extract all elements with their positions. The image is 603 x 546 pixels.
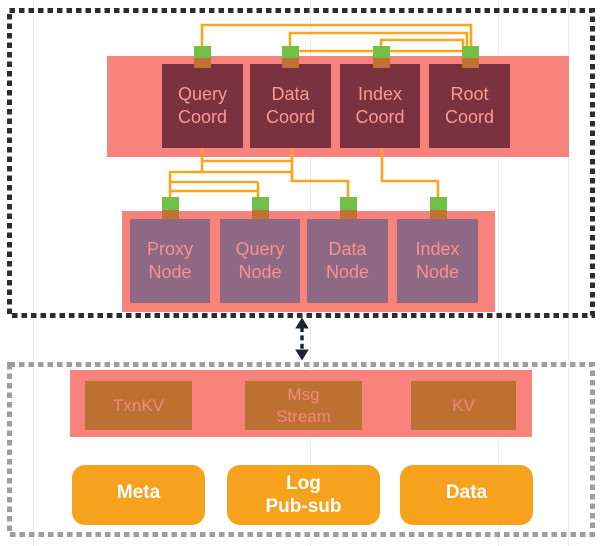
log-pubsub-label: Log Pub-sub	[265, 473, 342, 517]
msg-stream-box: Msg Stream	[245, 381, 362, 430]
txnkv-label: TxnKV	[112, 395, 165, 415]
wire-index-coord-to-index-node	[380, 148, 440, 198]
port-green	[161, 197, 179, 210]
query-coord-port	[193, 46, 211, 68]
query-coord-label: Query Coord	[177, 84, 228, 127]
index-coord-label: Index Coord	[355, 84, 405, 127]
kv-box: KV	[411, 381, 516, 430]
root-coord-port	[461, 46, 479, 68]
port-brown	[281, 58, 299, 68]
proxy-node-label: Proxy Node	[146, 239, 193, 282]
port-green	[372, 46, 390, 58]
port-brown	[372, 58, 390, 68]
data-node-label: Data Node	[325, 239, 370, 282]
port-green	[251, 197, 269, 210]
port-brown	[429, 210, 447, 219]
port-brown	[339, 210, 357, 219]
data-node-port	[339, 197, 357, 219]
meta-label: Meta	[116, 481, 161, 503]
meta-box: Meta	[72, 465, 205, 525]
wire-proxy-node-bus	[168, 170, 292, 198]
txnkv-box: TxnKV	[85, 381, 192, 430]
data-resource-label: Data	[445, 481, 488, 503]
index-coord-port	[372, 46, 390, 68]
root-coord-label: Root Coord	[444, 84, 495, 127]
proxy-node-box: Proxy Node	[130, 219, 210, 303]
bidirectional-arrow-icon	[295, 317, 309, 361]
data-coord-port	[281, 46, 299, 68]
query-node-port	[251, 197, 269, 219]
slide-guide-line	[568, 0, 569, 546]
port-brown	[161, 210, 179, 219]
wire-data-coord-to-data-node	[290, 148, 350, 198]
log-pubsub-box: Log Pub-sub	[227, 465, 380, 525]
data-coord-box: Data Coord	[250, 64, 331, 148]
root-coord-box: Root Coord	[429, 64, 510, 148]
index-node-port	[429, 197, 447, 219]
port-green	[193, 46, 211, 58]
query-node-box: Query Node	[220, 219, 300, 303]
slide-guide-line	[33, 0, 34, 546]
kv-label: KV	[452, 395, 475, 415]
index-node-box: Index Node	[397, 219, 478, 303]
index-node-label: Index Node	[415, 239, 460, 282]
data-coord-label: Data Coord	[265, 84, 316, 127]
port-green	[281, 46, 299, 58]
index-coord-box: Index Coord	[340, 64, 420, 148]
wire-data-coord-to-root	[288, 31, 469, 48]
msg-stream-label: Msg Stream	[276, 384, 331, 426]
wire-query-coord-to-root	[200, 23, 473, 48]
data-resource-box: Data	[400, 465, 533, 525]
port-green	[461, 46, 479, 58]
port-brown	[193, 58, 211, 68]
slide-guide-line	[498, 0, 499, 546]
port-brown	[461, 58, 479, 68]
query-node-label: Query Node	[235, 239, 285, 282]
data-node-box: Data Node	[307, 219, 388, 303]
port-green	[339, 197, 357, 210]
proxy-node-port	[161, 197, 179, 219]
query-coord-box: Query Coord	[162, 64, 243, 148]
port-brown	[251, 210, 269, 219]
port-green	[429, 197, 447, 210]
wire-index-coord-to-root	[379, 38, 465, 48]
upper-section-border	[7, 8, 595, 318]
lower-section-border	[7, 362, 595, 537]
